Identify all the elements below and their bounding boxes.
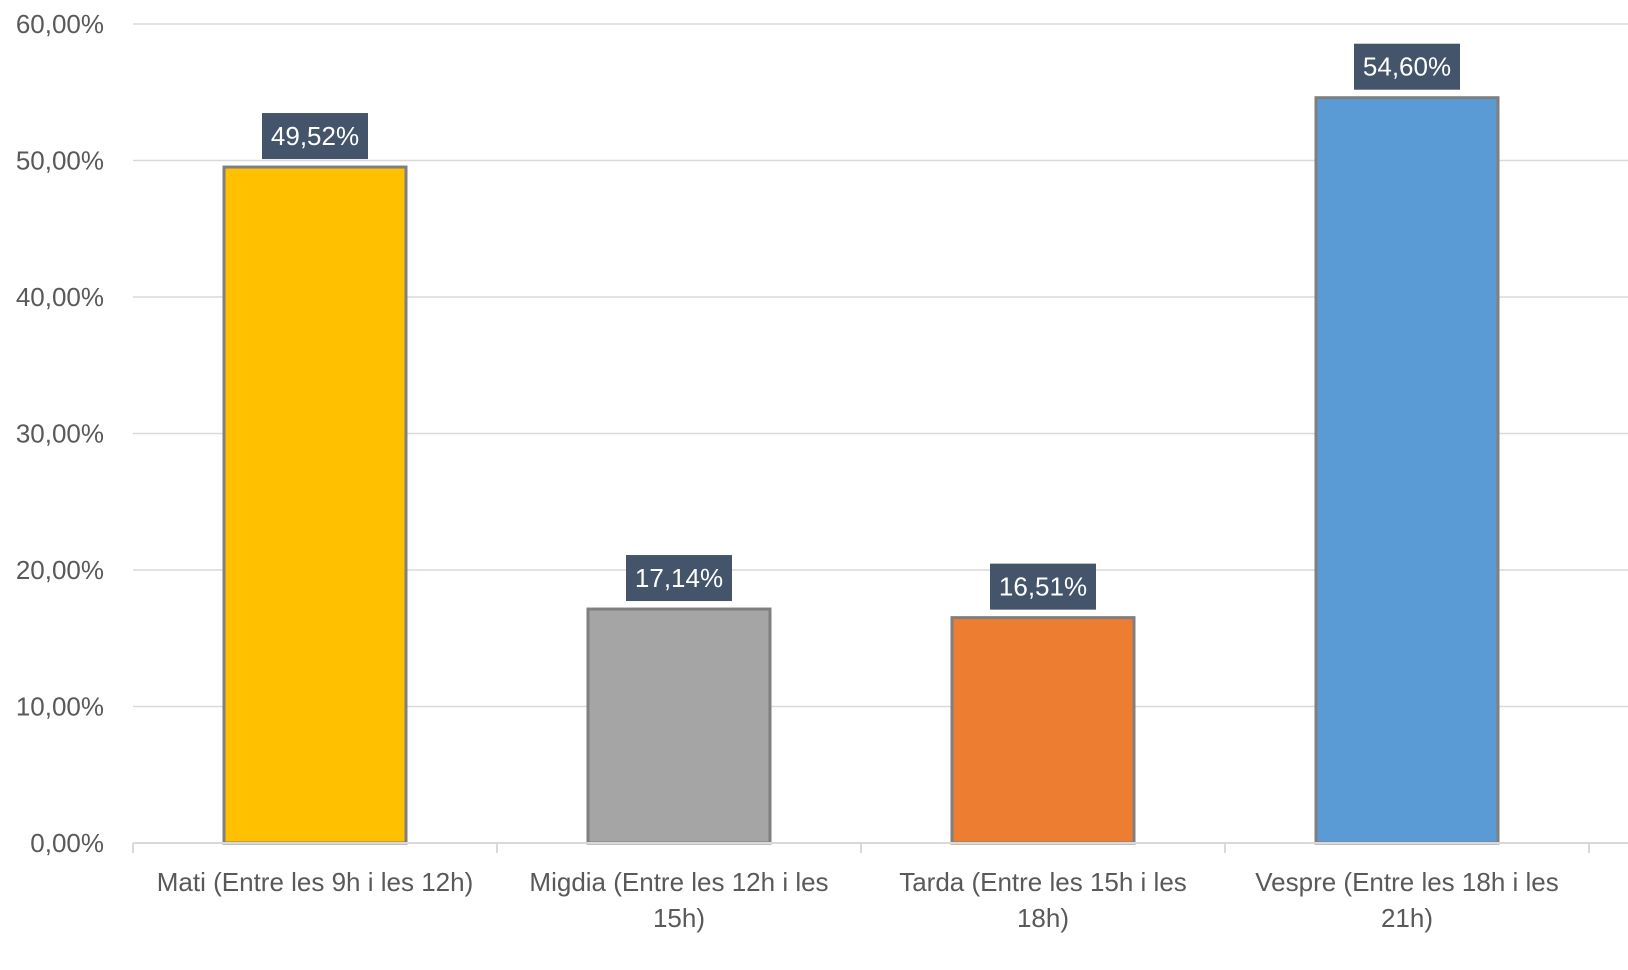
- y-tick-label: 20,00%: [16, 555, 104, 585]
- data-label: 54,60%: [1363, 52, 1451, 82]
- x-axis-category-labels: Mati (Entre les 9h i les 12h) Migdia (Ent…: [157, 867, 1559, 933]
- data-label: 49,52%: [271, 121, 359, 151]
- x-category-label-line: Vespre (Entre les 18h i les: [1255, 867, 1559, 897]
- x-category-label: Mati (Entre les 9h i les 12h): [157, 867, 473, 897]
- data-label: 17,14%: [635, 563, 723, 593]
- x-category-label-line: Migdia (Entre les 12h i les: [529, 867, 828, 897]
- x-category-label-line: Mati (Entre les 9h i les 12h): [157, 867, 473, 897]
- x-axis: [132, 842, 1628, 853]
- data-labels: 49,52% 17,14% 16,51% 54,60%: [262, 43, 1460, 610]
- x-category-label: Tarda (Entre les 15h i les 18h): [899, 867, 1187, 933]
- bar: [1314, 96, 1500, 845]
- data-label-box: [1354, 43, 1460, 90]
- y-tick-label: 10,00%: [16, 692, 104, 722]
- y-tick-label: 40,00%: [16, 282, 104, 312]
- x-category-label-line: Tarda (Entre les 15h i les: [899, 867, 1187, 897]
- data-label-box: [626, 555, 732, 602]
- bar: [222, 165, 408, 845]
- y-tick-label: 0,00%: [30, 828, 104, 858]
- bars: [222, 96, 1500, 845]
- data-label-box: [990, 563, 1096, 610]
- data-label-box: [262, 113, 368, 160]
- y-axis-tick-labels: 0,00% 10,00% 20,00% 30,00% 40,00% 50,00% 60,00…: [16, 9, 104, 858]
- x-category-label-line: 18h): [1017, 903, 1069, 933]
- y-tick-label: 30,00%: [16, 419, 104, 449]
- data-label: 16,51%: [999, 572, 1087, 602]
- bar: [586, 607, 772, 845]
- x-category-label: Vespre (Entre les 18h i les 21h): [1255, 867, 1559, 933]
- x-category-label-line: 15h): [653, 903, 705, 933]
- x-category-label-line: 21h): [1381, 903, 1433, 933]
- y-tick-label: 60,00%: [16, 9, 104, 39]
- bar: [950, 616, 1136, 845]
- x-category-label: Migdia (Entre les 12h i les 15h): [529, 867, 828, 933]
- y-tick-label: 50,00%: [16, 146, 104, 176]
